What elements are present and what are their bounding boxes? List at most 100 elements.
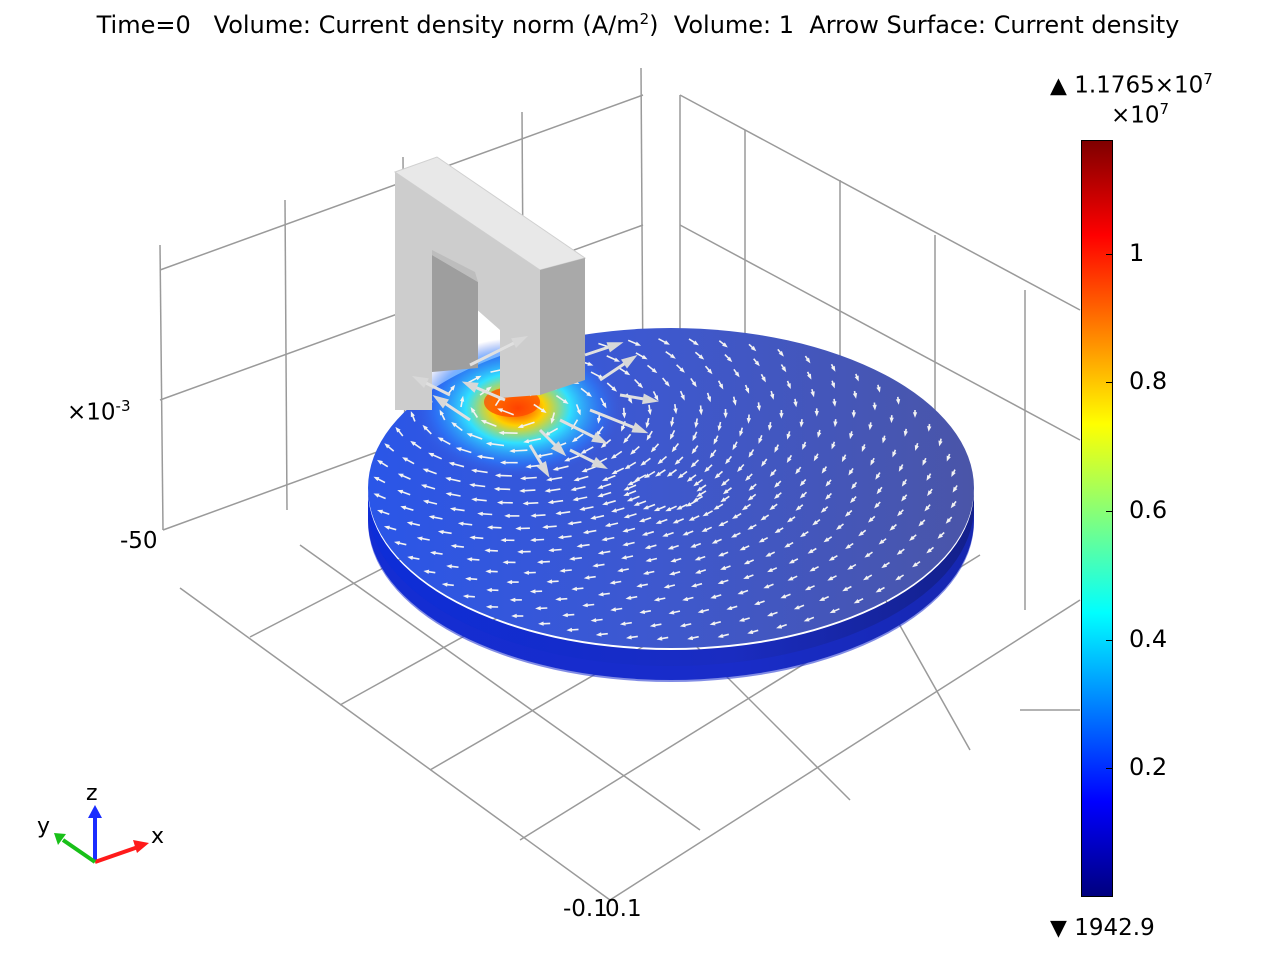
- current-arrow-head: [739, 430, 744, 437]
- current-arrow-head: [590, 515, 597, 520]
- current-arrow-head: [706, 396, 711, 403]
- current-arrow-head: [682, 596, 689, 602]
- current-arrow-head: [586, 391, 592, 397]
- current-arrow-head: [668, 610, 675, 615]
- current-arrow-head: [595, 632, 602, 637]
- current-arrow-head: [820, 507, 827, 513]
- current-arrow-head: [863, 575, 869, 581]
- current-arrow-head: [872, 404, 877, 411]
- current-arrow-head: [395, 426, 401, 433]
- current-arrow-head: [701, 527, 708, 532]
- axis-triad: [54, 805, 149, 864]
- current-arrow-head: [645, 557, 652, 563]
- current-arrow-head: [610, 607, 617, 612]
- current-arrow-head: [686, 476, 693, 482]
- current-arrow-head: [471, 468, 477, 473]
- current-arrow-head: [520, 476, 526, 481]
- current-arrow-head: [800, 532, 806, 538]
- current-arrow-head: [428, 515, 435, 520]
- current-arrow-head: [714, 473, 721, 479]
- current-arrow-head: [731, 533, 737, 538]
- current-arrow-head: [882, 437, 887, 444]
- current-arrow-head: [656, 636, 663, 641]
- current-arrow-head: [726, 605, 733, 610]
- current-arrow-head: [643, 473, 650, 479]
- current-arrow-head: [732, 399, 737, 406]
- current-arrow-head: [497, 500, 503, 505]
- current-arrow-head: [649, 623, 656, 628]
- current-arrow-head: [799, 421, 804, 428]
- current-arrow-head: [924, 505, 930, 512]
- current-arrow-head: [784, 543, 791, 548]
- current-arrow-head: [898, 465, 904, 472]
- z-tick-label: -50: [120, 528, 158, 554]
- current-arrow-head: [849, 433, 854, 440]
- z-scale-exp: -3: [115, 397, 131, 415]
- current-arrow-head: [763, 584, 770, 589]
- current-arrow-head: [611, 508, 617, 513]
- current-arrow-head: [579, 506, 586, 511]
- current-arrow-head: [667, 545, 674, 550]
- current-arrow-head: [778, 350, 784, 357]
- current-arrow-head: [662, 532, 669, 537]
- current-arrow-head: [952, 486, 958, 493]
- current-arrow-head: [676, 505, 683, 510]
- current-arrow-head: [690, 543, 697, 548]
- current-arrow-head: [717, 580, 724, 585]
- current-arrow-head: [450, 544, 457, 549]
- colorbar-max-base: 1.1765×10: [1074, 72, 1204, 99]
- current-arrow-head: [583, 575, 590, 580]
- current-arrow-head: [711, 539, 718, 544]
- current-arrow-head: [623, 437, 629, 444]
- current-arrow-head: [788, 559, 795, 564]
- current-arrow-head: [611, 470, 618, 475]
- title-volume-suffix: ): [649, 11, 659, 39]
- current-arrow-head: [571, 437, 578, 443]
- current-arrow: [479, 455, 495, 460]
- current-arrow-head: [692, 435, 697, 442]
- current-arrow-head: [938, 440, 943, 447]
- current-arrow-head: [738, 617, 745, 622]
- current-arrow-head: [460, 395, 465, 402]
- current-arrow-head: [914, 445, 919, 451]
- current-arrow-head: [550, 418, 555, 424]
- current-arrow-head: [486, 587, 492, 593]
- current-arrow-head: [694, 422, 699, 429]
- current-arrow-head: [741, 505, 748, 511]
- pole-arrow: [559, 418, 601, 442]
- current-arrow-head: [690, 462, 697, 468]
- current-arrow-head: [582, 603, 588, 608]
- current-arrow-head: [691, 583, 697, 588]
- colorbar-scale-label: ×107: [1111, 100, 1169, 129]
- current-arrow-head: [486, 386, 492, 392]
- current-arrow-head: [734, 371, 740, 378]
- current-arrow-head: [765, 552, 772, 557]
- current-arrow-head: [720, 565, 727, 570]
- current-arrow-head: [673, 408, 678, 415]
- current-arrow-head: [623, 514, 630, 519]
- current-arrow-head: [540, 408, 547, 413]
- current-arrow-head: [702, 511, 709, 517]
- current-arrow-head: [645, 422, 650, 429]
- current-arrow-head: [787, 517, 793, 523]
- current-arrow-head: [470, 407, 476, 413]
- pole-arrow-head: [432, 395, 449, 409]
- current-arrow-head: [530, 537, 536, 543]
- current-arrow-head: [407, 555, 414, 560]
- current-arrow-head: [485, 604, 492, 609]
- current-arrow-head: [918, 520, 924, 527]
- current-arrow-head: [439, 409, 444, 416]
- current-arrow-head: [557, 535, 564, 540]
- current-arrow-head: [897, 510, 903, 517]
- pole-arrow-head: [511, 336, 528, 348]
- current-arrow-head: [927, 490, 933, 497]
- current-arrow-head: [722, 342, 728, 348]
- current-arrow-head: [745, 475, 751, 481]
- z-scale-label: ×10-3: [67, 397, 131, 426]
- current-arrow-head: [622, 542, 629, 547]
- current-arrow-head: [497, 408, 503, 413]
- pole-arrow: [469, 338, 521, 367]
- current-arrow-head: [722, 489, 729, 495]
- current-arrow-head: [841, 456, 847, 463]
